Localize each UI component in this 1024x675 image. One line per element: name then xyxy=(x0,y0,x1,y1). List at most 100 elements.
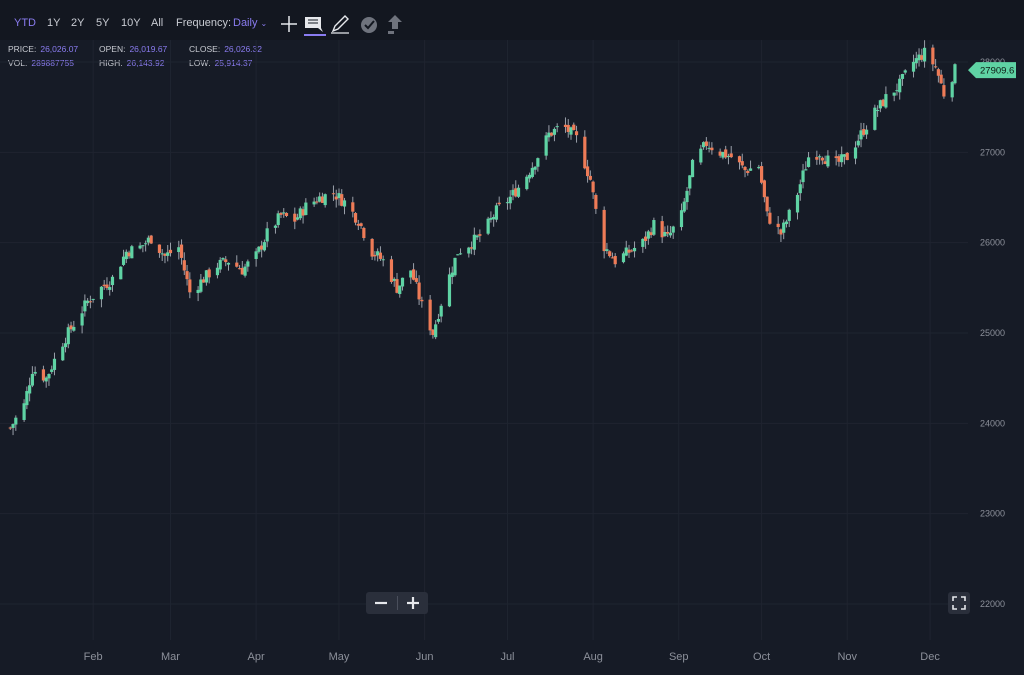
candle xyxy=(356,219,360,231)
candle-body xyxy=(50,369,54,372)
candle xyxy=(428,294,432,336)
candle xyxy=(409,270,413,284)
low-value: 25,914.37 xyxy=(214,58,253,68)
range-1y[interactable]: 1Y xyxy=(47,17,61,29)
candle-body xyxy=(428,299,432,331)
candle-body xyxy=(144,243,148,245)
candle xyxy=(862,123,866,137)
candle xyxy=(911,54,916,78)
comment-icon[interactable] xyxy=(302,12,326,36)
candle-body xyxy=(458,253,463,255)
range-all[interactable]: All xyxy=(151,17,164,29)
candle-body xyxy=(688,175,692,189)
zoom-out-button[interactable] xyxy=(366,592,396,614)
candle xyxy=(144,240,148,252)
candle xyxy=(795,192,800,220)
range-10y[interactable]: 10Y xyxy=(121,17,141,29)
candle-body xyxy=(320,196,325,203)
candle xyxy=(898,74,902,100)
candle-body xyxy=(511,189,515,196)
candle-body xyxy=(86,300,90,304)
x-tick-label: Apr xyxy=(248,651,265,663)
candle-body xyxy=(701,142,706,148)
candle-body xyxy=(108,287,112,290)
candle xyxy=(91,298,95,303)
candle-body xyxy=(494,205,499,220)
candle xyxy=(337,188,341,206)
candle xyxy=(630,249,634,253)
candle xyxy=(284,212,289,218)
candle-body xyxy=(11,424,15,428)
candle xyxy=(359,222,363,229)
candle-body xyxy=(853,147,858,159)
candle-body xyxy=(179,244,184,258)
candle xyxy=(787,208,791,228)
range-5y[interactable]: 5Y xyxy=(96,17,110,29)
candle xyxy=(312,197,316,207)
candle xyxy=(436,313,441,324)
candle-body xyxy=(845,152,849,161)
candle xyxy=(776,216,780,235)
candle xyxy=(63,337,68,353)
candle-body xyxy=(138,245,142,249)
candle xyxy=(533,166,537,175)
candle-body xyxy=(276,213,280,226)
fullscreen-button[interactable] xyxy=(948,592,970,614)
candle xyxy=(765,196,769,217)
volume-readout: VOL: 289887755 xyxy=(8,58,74,68)
frequency-select[interactable]: Daily ⌄ xyxy=(233,17,267,29)
x-tick-label: Jul xyxy=(500,651,514,663)
share-icon[interactable] xyxy=(383,12,407,36)
candle xyxy=(260,240,264,258)
check-circle-icon[interactable] xyxy=(357,12,381,36)
candle-body xyxy=(787,209,791,221)
candle xyxy=(99,286,104,308)
candle xyxy=(370,238,374,260)
candle xyxy=(431,328,435,339)
candle xyxy=(298,206,302,221)
candle-body xyxy=(353,213,358,223)
candle xyxy=(389,255,394,284)
candle-body xyxy=(141,245,145,247)
candle xyxy=(246,259,250,272)
candle xyxy=(895,83,899,96)
candle xyxy=(489,211,493,223)
candle xyxy=(221,257,225,261)
candle xyxy=(779,228,783,243)
candle-body xyxy=(704,141,708,146)
zoom-in-button[interactable] xyxy=(398,592,428,614)
candle xyxy=(110,274,115,292)
candle xyxy=(420,296,424,308)
candle xyxy=(840,146,844,167)
candle-body xyxy=(782,222,786,233)
candle-body xyxy=(121,256,126,265)
candle-body xyxy=(414,278,418,282)
range-ytd[interactable]: YTD xyxy=(14,17,36,29)
candle xyxy=(585,159,590,183)
crosshair-icon[interactable] xyxy=(277,12,301,36)
pencil-icon[interactable] xyxy=(328,12,352,36)
candlestick-chart[interactable]: 28000 27000 26000 25000 24000 23000 22000 Feb M… xyxy=(0,40,1024,675)
candle-body xyxy=(221,258,225,260)
candle xyxy=(527,172,532,183)
candle-body xyxy=(536,158,540,167)
candle xyxy=(536,157,540,172)
candle xyxy=(768,207,772,225)
candle xyxy=(475,234,479,241)
open-value: 26,019.67 xyxy=(129,44,168,54)
candle xyxy=(613,253,617,268)
candle xyxy=(177,240,181,260)
candle xyxy=(837,154,841,167)
candle-body xyxy=(953,64,957,84)
candle-body xyxy=(431,329,435,335)
candle-body xyxy=(544,135,548,156)
candle-body xyxy=(724,149,728,158)
candle xyxy=(411,263,416,281)
candle-body xyxy=(922,47,927,62)
candle xyxy=(663,226,667,238)
candle-body xyxy=(188,279,192,293)
candle xyxy=(782,219,786,240)
candle xyxy=(643,231,648,249)
candle-body xyxy=(666,231,670,234)
range-2y[interactable]: 2Y xyxy=(71,17,85,29)
